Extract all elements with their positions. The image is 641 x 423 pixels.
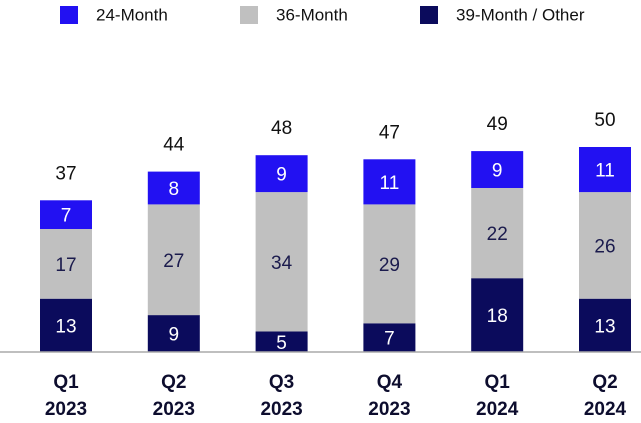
data-label: 5 [276, 333, 287, 354]
bar-segment [147, 171, 200, 205]
bar-segment [579, 147, 631, 193]
bar-segment [579, 298, 631, 352]
total-label: 37 [55, 163, 76, 184]
x-tick-label: 2024 [476, 399, 519, 420]
bar-segment [147, 315, 200, 352]
data-label: 9 [169, 325, 180, 346]
data-label: 29 [379, 255, 400, 276]
x-tick-label: Q1 [485, 372, 511, 393]
bar-segment [255, 192, 308, 332]
data-label: 26 [594, 236, 615, 257]
legend-label: 24-Month [96, 5, 168, 24]
legend-swatch [420, 6, 438, 24]
bar-segment [40, 229, 92, 299]
total-label: 44 [163, 135, 185, 156]
legend-swatch [60, 6, 78, 24]
bar-segment [40, 298, 92, 352]
total-label: 50 [594, 110, 615, 131]
data-label: 18 [487, 306, 508, 327]
data-label: 34 [271, 253, 293, 274]
legend-label: 39-Month / Other [456, 5, 585, 24]
x-tick-label: 2024 [584, 399, 627, 420]
bar-segment [471, 278, 524, 352]
bar-segment [255, 155, 308, 193]
data-label: 17 [55, 255, 76, 276]
x-tick-label: Q3 [269, 372, 294, 393]
data-label: 11 [595, 161, 615, 182]
x-tick-label: 2023 [260, 399, 302, 420]
legend-label: 36-Month [276, 5, 348, 24]
x-tick-label: Q2 [161, 372, 186, 393]
total-label: 49 [487, 114, 508, 135]
bar-segment [40, 200, 92, 229]
data-label: 13 [594, 316, 615, 337]
bar-segment [255, 331, 308, 352]
bar-segment [363, 323, 416, 352]
legend-swatch [240, 6, 258, 24]
bar-segment [471, 151, 524, 188]
x-tick-label: Q4 [377, 372, 403, 393]
bar-segment [363, 159, 416, 205]
bar-segment [579, 192, 631, 299]
total-label: 48 [271, 118, 292, 139]
x-tick-label: 2023 [368, 399, 410, 420]
x-tick-label: Q2 [592, 372, 617, 393]
x-tick-label: 2023 [153, 399, 195, 420]
total-label: 47 [379, 122, 400, 143]
x-tick-label: Q1 [53, 372, 79, 393]
data-label: 11 [380, 173, 400, 194]
data-label: 7 [61, 206, 72, 227]
bar-segment [147, 204, 200, 316]
data-label: 9 [276, 165, 287, 186]
data-label: 7 [384, 329, 395, 350]
bar-segment [363, 204, 416, 324]
x-tick-label: 2023 [45, 399, 87, 420]
data-label: 27 [163, 251, 184, 272]
data-label: 8 [169, 179, 180, 200]
bar-segment [471, 188, 524, 279]
data-label: 9 [492, 161, 503, 182]
data-label: 22 [487, 224, 508, 245]
data-label: 13 [55, 316, 76, 337]
